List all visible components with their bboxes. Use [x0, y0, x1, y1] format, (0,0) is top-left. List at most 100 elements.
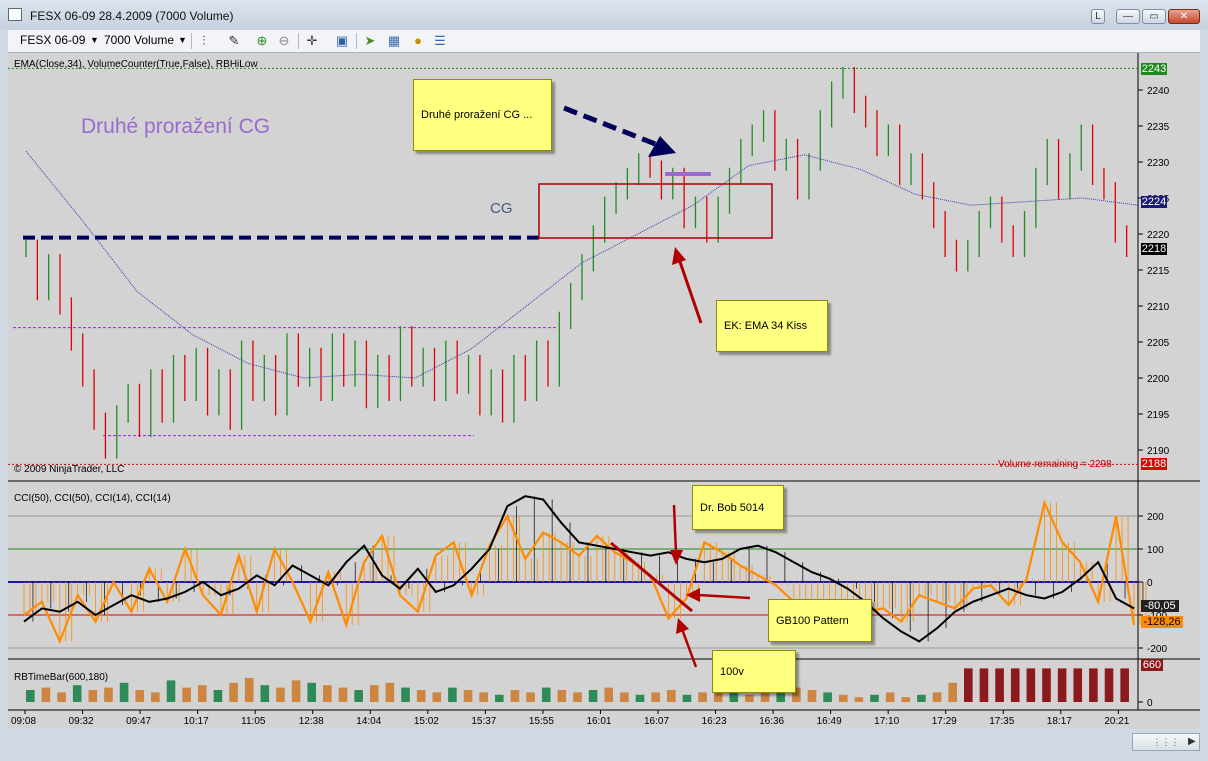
cci-tick-label: -200 — [1147, 644, 1167, 655]
100v-arrowhead — [676, 618, 689, 634]
timebar-bar — [807, 690, 817, 702]
timebar-bar — [166, 680, 176, 702]
minimize-button[interactable]: — — [1116, 9, 1140, 24]
time-tick-label: 18:17 — [1047, 716, 1072, 727]
chart-title-annotation: Druhé proražení CG — [81, 115, 271, 138]
chart-area[interactable]: 2190219522002205221022152220222522302235… — [8, 53, 1200, 729]
timebar-bar — [526, 692, 535, 702]
time-tick-label: 14:04 — [356, 716, 381, 727]
price-box-low: 2188 — [1141, 458, 1167, 470]
strategy-icon[interactable]: ➤ — [364, 33, 376, 48]
timebar-bar — [432, 692, 442, 702]
timebar-bar — [307, 682, 317, 702]
timebar-bar — [291, 680, 301, 702]
timebar-bar — [338, 687, 348, 702]
time-tick-label: 16:23 — [702, 716, 727, 727]
cci-tick-label: 200 — [1147, 512, 1164, 523]
drawing-tool-icon[interactable]: ✎ — [228, 33, 240, 48]
chart-window-icon — [8, 8, 22, 21]
timebar-bar — [88, 690, 98, 702]
price-indicator-label: EMA(Close,34), VolumeCounter(True,False)… — [14, 59, 258, 70]
horizontal-scrollbar[interactable]: ⋮⋮⋮ — [1132, 733, 1200, 751]
time-tick-label: 09:08 — [11, 716, 36, 727]
timebar-bar — [635, 694, 645, 702]
timebar-bar — [729, 692, 739, 702]
timebar-bar — [620, 692, 629, 702]
indicators-icon[interactable]: ▦ — [387, 33, 401, 48]
timebar-bar — [244, 678, 254, 702]
timebar-bar — [666, 690, 676, 702]
timebar-bar — [917, 694, 926, 702]
timebar-bar — [260, 685, 270, 702]
price-box-high: 2243 — [1141, 63, 1167, 75]
order-entry-icon[interactable]: ● — [414, 33, 422, 48]
timebar-bar — [901, 697, 911, 702]
time-tick-label: 15:02 — [414, 716, 439, 727]
scroll-right-arrow[interactable]: ▶ — [1188, 736, 1196, 747]
timebar-bar — [870, 694, 879, 702]
crosshair-icon[interactable]: ✛ — [306, 33, 318, 48]
timebar-bar — [932, 692, 942, 702]
time-tick-label: 09:47 — [126, 716, 151, 727]
cg-label: CG — [490, 200, 513, 217]
dr-bob-arrow — [672, 504, 678, 554]
cci50-value-box: -80,05 — [1141, 600, 1179, 612]
chevron-down-icon[interactable]: ▼ — [178, 35, 187, 45]
properties-icon[interactable]: ▣ — [335, 33, 349, 48]
timebar-bar — [1073, 668, 1083, 702]
volume-remaining-label: Volume remaining = 2298 — [998, 459, 1112, 470]
copyright-label: © 2009 NinjaTrader, LLC — [14, 464, 125, 475]
time-tick-label: 16:36 — [759, 716, 784, 727]
note-second-break[interactable]: Druhé proražení CG ... — [413, 79, 552, 151]
link-button[interactable]: L — [1091, 9, 1105, 24]
price-tick-label: 2240 — [1147, 86, 1170, 97]
cci14-line — [23, 499, 1136, 645]
timebar-bar — [792, 687, 801, 702]
note-gb100-pattern[interactable]: GB100 Pattern — [768, 599, 872, 642]
time-tick-label: 17:35 — [989, 716, 1014, 727]
timebar-bar — [229, 682, 238, 702]
timebar-bar — [104, 687, 113, 702]
chart-toolbar: FESX 06-09 ▼ 7000 Volume ▼ ⫶ ✎ ⊕ ⊖ ✛ ▣ ➤… — [8, 30, 1200, 53]
price-box-last: 2218 — [1141, 243, 1167, 255]
timebar-bar — [854, 697, 864, 702]
time-tick-label: 17:10 — [874, 716, 899, 727]
chart-plot[interactable]: 2190219522002205221022152220222522302235… — [8, 53, 1200, 729]
gb100-trend-arrow — [610, 541, 693, 613]
cg-zone-box — [538, 183, 773, 239]
timebar-bar — [979, 668, 989, 702]
zoom-out-icon[interactable]: ⊖ — [278, 33, 290, 48]
dashed-arrowhead — [648, 136, 676, 157]
bar-type-icon[interactable]: ⫶ — [202, 33, 206, 48]
note-ema-kiss[interactable]: EK: EMA 34 Kiss — [716, 300, 828, 352]
timebar-bar — [745, 694, 754, 702]
window-title: FESX 06-09 28.4.2009 (7000 Volume) — [30, 9, 234, 23]
timebar-bar — [119, 682, 129, 702]
timebar-bar — [1120, 668, 1129, 702]
timebar-bar — [41, 687, 51, 702]
time-tick-label: 11:05 — [241, 716, 266, 727]
price-tick-label: 2190 — [1147, 446, 1170, 457]
time-tick-label: 20:21 — [1104, 716, 1129, 727]
timebar-bar — [541, 687, 551, 702]
chevron-down-icon[interactable]: ▼ — [90, 35, 99, 45]
100v-arrow — [680, 628, 698, 668]
note-100v[interactable]: 100v — [712, 650, 796, 693]
timebar-bar — [604, 687, 614, 702]
timebar-bar — [1089, 668, 1098, 702]
ema-line — [25, 150, 1139, 379]
period-selector[interactable]: 7000 Volume — [104, 33, 175, 47]
data-box-icon[interactable]: ☰ — [434, 33, 446, 48]
instrument-selector[interactable]: FESX 06-09 — [20, 33, 86, 47]
timebar-bar — [651, 692, 660, 702]
zoom-in-icon[interactable]: ⊕ — [256, 33, 268, 48]
timebar-zero-label: 0 — [1147, 698, 1153, 709]
maximize-button[interactable]: ▭ — [1142, 9, 1166, 24]
note-dr-bob[interactable]: Dr. Bob 5014 — [692, 485, 784, 530]
timebar-bar — [948, 682, 957, 702]
time-tick-label: 16:07 — [644, 716, 669, 727]
price-box-ema: 2224 — [1141, 196, 1167, 208]
close-button[interactable]: ✕ — [1168, 9, 1200, 24]
timebar-bar — [1010, 668, 1020, 702]
